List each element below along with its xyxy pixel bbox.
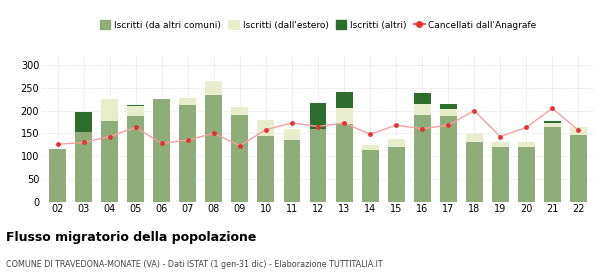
Point xyxy=(496,134,505,139)
Point xyxy=(53,142,62,146)
Bar xyxy=(179,98,196,105)
Bar xyxy=(232,115,248,202)
Bar xyxy=(284,129,301,140)
Bar xyxy=(413,93,431,104)
Point xyxy=(313,124,323,129)
Bar xyxy=(101,121,118,202)
Bar xyxy=(518,147,535,202)
Bar xyxy=(257,120,274,136)
Point xyxy=(574,128,583,132)
Point xyxy=(131,125,140,130)
Point xyxy=(183,138,193,143)
Bar xyxy=(335,108,353,124)
Point xyxy=(261,127,271,132)
Point xyxy=(209,131,218,136)
Bar xyxy=(154,99,170,202)
Point xyxy=(548,106,557,111)
Bar xyxy=(75,132,92,202)
Point xyxy=(365,132,375,137)
Bar xyxy=(388,139,404,147)
Bar xyxy=(466,143,482,202)
Point xyxy=(79,140,88,145)
Bar xyxy=(440,116,457,202)
Bar xyxy=(49,149,66,202)
Text: Flusso migratorio della popolazione: Flusso migratorio della popolazione xyxy=(6,231,256,244)
Bar xyxy=(335,124,353,202)
Bar xyxy=(362,145,379,150)
Bar xyxy=(492,147,509,202)
Text: COMUNE DI TRAVEDONA-MONATE (VA) - Dati ISTAT (1 gen-31 dic) - Elaborazione TUTTI: COMUNE DI TRAVEDONA-MONATE (VA) - Dati I… xyxy=(6,260,383,269)
Bar xyxy=(440,109,457,116)
Bar xyxy=(101,99,118,121)
Bar xyxy=(284,140,301,202)
Bar xyxy=(75,111,92,132)
Legend: Iscritti (da altri comuni), Iscritti (dall'estero), Iscritti (altri), Cancellati: Iscritti (da altri comuni), Iscritti (da… xyxy=(96,17,540,33)
Point xyxy=(339,121,349,125)
Bar xyxy=(179,105,196,202)
Bar xyxy=(310,103,326,129)
Point xyxy=(105,134,115,139)
Bar xyxy=(205,81,223,95)
Bar xyxy=(205,95,223,202)
Point xyxy=(157,141,167,146)
Bar xyxy=(127,105,144,106)
Bar xyxy=(388,147,404,202)
Bar xyxy=(440,104,457,109)
Point xyxy=(287,121,297,125)
Bar xyxy=(310,129,326,202)
Point xyxy=(235,143,245,148)
Bar xyxy=(570,127,587,135)
Bar xyxy=(544,123,561,127)
Bar xyxy=(362,150,379,202)
Bar xyxy=(492,142,509,147)
Bar xyxy=(413,115,431,202)
Bar xyxy=(127,106,144,116)
Bar xyxy=(232,107,248,115)
Point xyxy=(469,108,479,113)
Bar xyxy=(544,121,561,123)
Bar xyxy=(544,127,561,202)
Point xyxy=(418,127,427,131)
Bar xyxy=(127,116,144,202)
Point xyxy=(443,123,453,127)
Bar xyxy=(335,92,353,108)
Point xyxy=(391,123,401,127)
Bar xyxy=(570,135,587,202)
Bar xyxy=(466,134,482,143)
Point xyxy=(521,125,531,130)
Bar xyxy=(518,142,535,147)
Bar xyxy=(257,136,274,202)
Bar xyxy=(413,104,431,115)
